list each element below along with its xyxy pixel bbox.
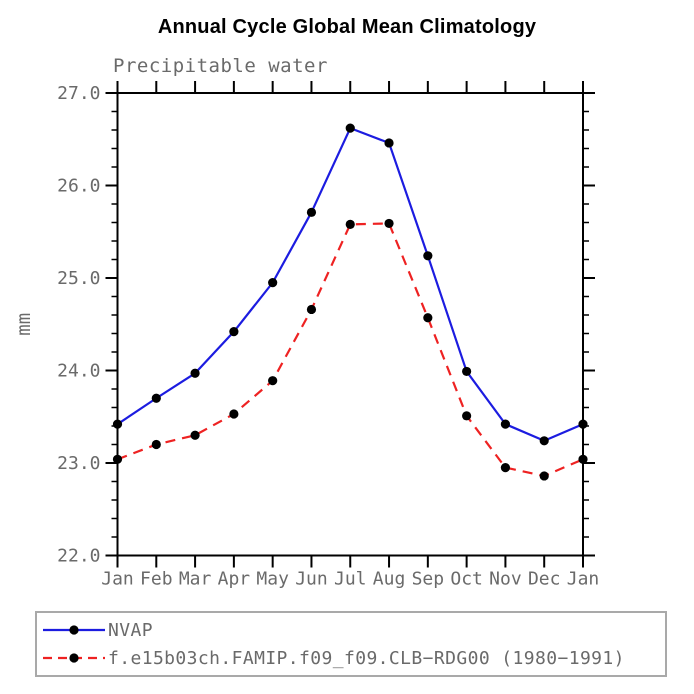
legend-label-model: f.e15b03ch.FAMIP.f09_f09.CLB−RDG00 (1980… bbox=[108, 647, 625, 669]
svg-text:Aug: Aug bbox=[373, 569, 406, 590]
legend-item-model: f.e15b03ch.FAMIP.f09_f09.CLB−RDG00 (1980… bbox=[37, 644, 665, 672]
svg-text:May: May bbox=[256, 569, 289, 590]
svg-text:Jul: Jul bbox=[334, 569, 367, 590]
svg-text:Jan: Jan bbox=[567, 569, 600, 590]
svg-text:Sep: Sep bbox=[412, 569, 445, 590]
svg-text:Oct: Oct bbox=[450, 569, 483, 590]
svg-text:Dec: Dec bbox=[528, 569, 561, 590]
svg-text:Jun: Jun bbox=[295, 569, 328, 590]
svg-text:Apr: Apr bbox=[218, 569, 251, 590]
legend-line-sample-model bbox=[43, 653, 105, 663]
svg-text:Feb: Feb bbox=[140, 569, 173, 590]
svg-text:22.0: 22.0 bbox=[57, 546, 100, 567]
svg-text:Jan: Jan bbox=[101, 569, 134, 590]
svg-text:26.0: 26.0 bbox=[57, 176, 100, 197]
legend: NVAP f.e15b03ch.FAMIP.f09_f09.CLB−RDG00 … bbox=[35, 611, 667, 677]
chart-title: Annual Cycle Global Mean Climatology bbox=[157, 16, 537, 38]
svg-text:Mar: Mar bbox=[179, 569, 212, 590]
chart-subtitle: Precipitable water bbox=[113, 55, 328, 77]
svg-text:Nov: Nov bbox=[489, 569, 522, 590]
legend-label-nvap: NVAP bbox=[108, 619, 153, 641]
svg-text:23.0: 23.0 bbox=[57, 453, 100, 474]
svg-text:mm: mm bbox=[13, 313, 35, 336]
svg-text:27.0: 27.0 bbox=[57, 83, 100, 104]
legend-item-nvap: NVAP bbox=[37, 616, 665, 644]
legend-line-sample-nvap bbox=[43, 625, 105, 635]
svg-text:25.0: 25.0 bbox=[57, 268, 100, 289]
svg-text:24.0: 24.0 bbox=[57, 361, 100, 382]
